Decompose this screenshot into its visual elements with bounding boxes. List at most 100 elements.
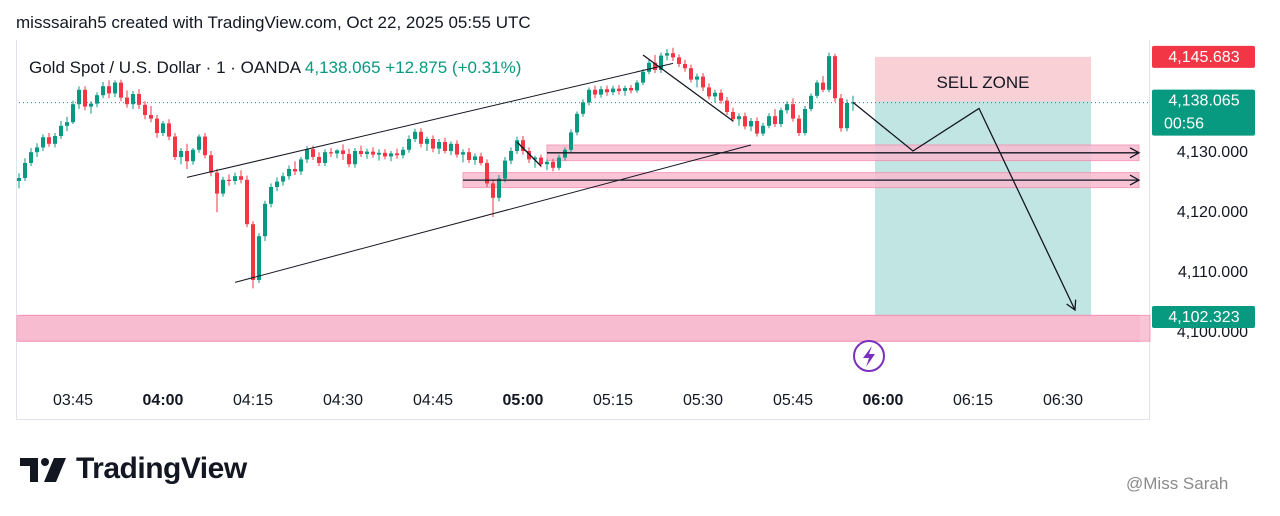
target-band[interactable]: [16, 314, 1151, 342]
candle[interactable]: [731, 107, 735, 123]
candle[interactable]: [173, 133, 177, 160]
candle[interactable]: [449, 141, 453, 156]
candle[interactable]: [629, 85, 633, 94]
candle[interactable]: [611, 85, 615, 96]
candle[interactable]: [743, 112, 747, 130]
candle[interactable]: [227, 174, 231, 186]
price-marker[interactable]: 4,138.065 00:56: [1152, 89, 1255, 136]
projection-path[interactable]: [852, 101, 1077, 312]
candle[interactable]: [569, 129, 573, 153]
candle[interactable]: [323, 149, 327, 166]
candle[interactable]: [701, 73, 705, 91]
sell-zone-box[interactable]: [875, 56, 1091, 102]
candle[interactable]: [623, 85, 627, 96]
candle[interactable]: [599, 86, 603, 98]
candle[interactable]: [767, 113, 771, 129]
candle[interactable]: [371, 147, 375, 158]
channel-upper-line[interactable]: [186, 62, 674, 178]
candle[interactable]: [113, 80, 117, 97]
candle[interactable]: [41, 134, 45, 151]
candle[interactable]: [617, 85, 621, 95]
candle[interactable]: [485, 159, 489, 187]
candle[interactable]: [23, 158, 27, 181]
candle[interactable]: [167, 119, 171, 141]
candle[interactable]: [833, 53, 837, 102]
swing-line-1[interactable]: [642, 54, 734, 122]
candle[interactable]: [683, 59, 687, 72]
candle[interactable]: [245, 175, 249, 228]
candle[interactable]: [275, 177, 279, 192]
candle[interactable]: [365, 148, 369, 159]
candle[interactable]: [737, 113, 741, 126]
candle[interactable]: [431, 135, 435, 153]
candle[interactable]: [95, 92, 99, 108]
candle[interactable]: [725, 97, 729, 115]
candle[interactable]: [527, 147, 531, 163]
candle[interactable]: [515, 136, 519, 154]
candle[interactable]: [815, 80, 819, 99]
price-marker[interactable]: 4,102.323: [1152, 306, 1255, 329]
candle[interactable]: [65, 116, 69, 132]
candle[interactable]: [131, 91, 135, 109]
candle[interactable]: [329, 148, 333, 157]
candle[interactable]: [17, 173, 21, 189]
candle[interactable]: [203, 133, 207, 159]
candle[interactable]: [353, 148, 357, 168]
candle[interactable]: [497, 175, 501, 202]
channel-lower-line[interactable]: [234, 144, 752, 283]
candle[interactable]: [809, 93, 813, 112]
candle[interactable]: [509, 147, 513, 165]
candle[interactable]: [461, 149, 465, 163]
candle[interactable]: [389, 151, 393, 162]
candle[interactable]: [773, 109, 777, 127]
candle[interactable]: [695, 73, 699, 88]
candle[interactable]: [425, 136, 429, 151]
candle[interactable]: [233, 172, 237, 185]
candle[interactable]: [341, 144, 345, 160]
candle[interactable]: [641, 69, 645, 85]
candle[interactable]: [293, 161, 297, 175]
candle[interactable]: [59, 121, 63, 139]
candle[interactable]: [143, 101, 147, 120]
candle[interactable]: [755, 117, 759, 137]
candle[interactable]: [593, 85, 597, 99]
candle[interactable]: [257, 233, 261, 283]
candle[interactable]: [533, 155, 537, 168]
candle[interactable]: [557, 154, 561, 171]
candle[interactable]: [239, 170, 243, 184]
candle[interactable]: [419, 128, 423, 148]
candle[interactable]: [659, 52, 663, 73]
candle[interactable]: [161, 121, 165, 136]
candle[interactable]: [269, 183, 273, 208]
candle[interactable]: [47, 133, 51, 147]
candle[interactable]: [845, 99, 849, 132]
candle[interactable]: [437, 139, 441, 154]
candle[interactable]: [455, 140, 459, 158]
candle[interactable]: [155, 115, 159, 138]
symbol-legend[interactable]: Gold Spot / U.S. Dollar · 1 · OANDA 4,13…: [29, 58, 521, 78]
candle[interactable]: [719, 89, 723, 104]
candle[interactable]: [395, 148, 399, 159]
candle[interactable]: [413, 128, 417, 142]
candle[interactable]: [119, 79, 123, 102]
candle[interactable]: [191, 148, 195, 165]
candle[interactable]: [347, 148, 351, 168]
candle[interactable]: [581, 99, 585, 117]
candle[interactable]: [503, 157, 507, 183]
candle[interactable]: [221, 176, 225, 197]
candle[interactable]: [785, 101, 789, 114]
candle[interactable]: [647, 59, 651, 75]
candle[interactable]: [179, 148, 183, 165]
candle[interactable]: [479, 152, 483, 166]
candle[interactable]: [791, 98, 795, 122]
candle[interactable]: [635, 80, 639, 93]
candle[interactable]: [443, 137, 447, 154]
candle[interactable]: [263, 200, 267, 241]
candle[interactable]: [71, 100, 75, 124]
swing-line-2[interactable]: [516, 141, 542, 167]
candle[interactable]: [491, 179, 495, 217]
candle[interactable]: [215, 169, 219, 213]
candle[interactable]: [35, 143, 39, 157]
target-zone-box[interactable]: [875, 101, 1091, 318]
